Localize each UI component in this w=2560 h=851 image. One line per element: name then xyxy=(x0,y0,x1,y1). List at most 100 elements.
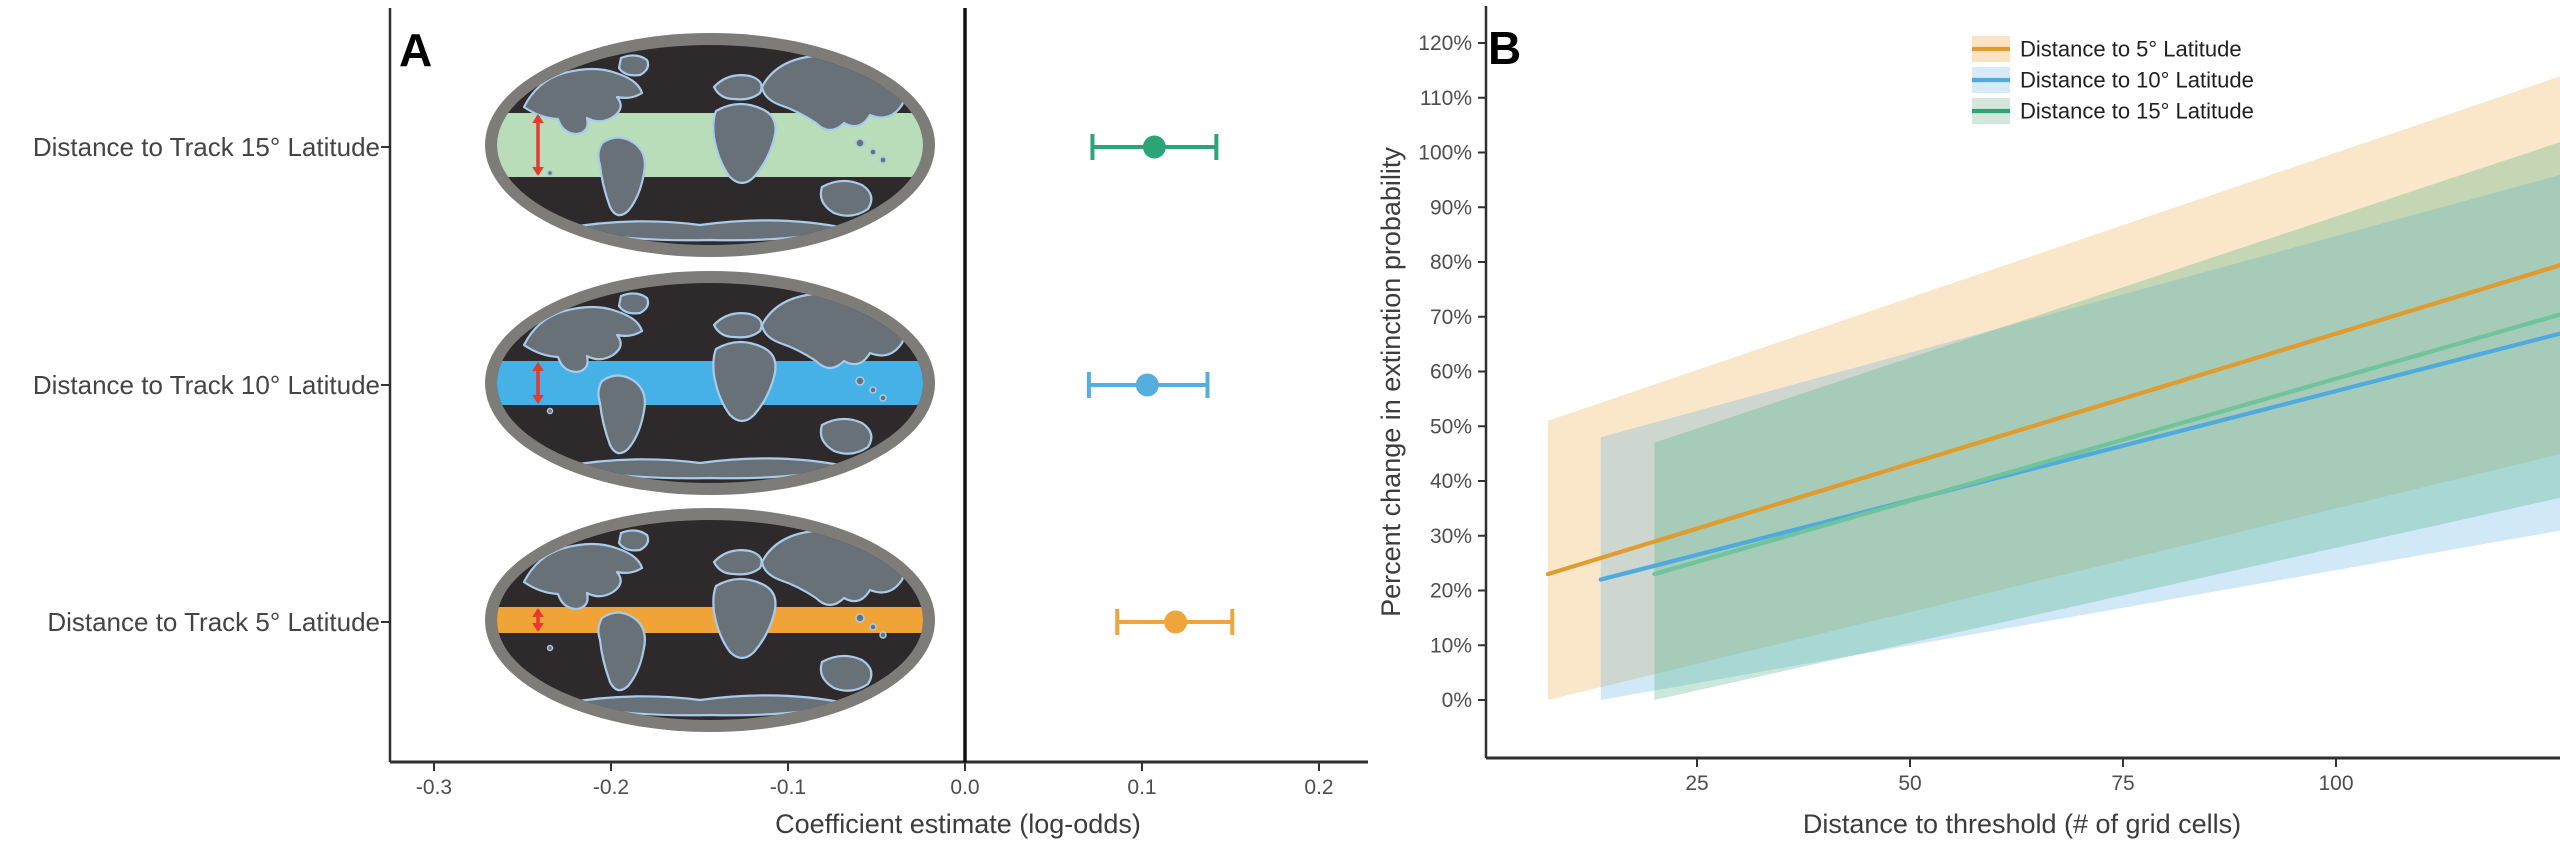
panel-a-label: A xyxy=(399,24,432,76)
error-bar xyxy=(1086,372,1210,398)
panel-b-label: B xyxy=(1488,22,1521,74)
y-tick-label: 30% xyxy=(1430,525,1472,548)
landmass-europe xyxy=(712,74,763,101)
y-tick-label: 100% xyxy=(1418,142,1472,165)
estimate-dot xyxy=(1142,135,1166,159)
island xyxy=(855,138,865,148)
legend-label: Distance to 5° Latitude xyxy=(2020,37,2242,62)
legend-item: Distance to 5° Latitude xyxy=(1972,36,2242,62)
confidence-ribbon xyxy=(1600,174,2560,700)
landmass-south-america xyxy=(597,374,646,455)
arrow-head-up xyxy=(532,114,544,123)
landmass-north-america xyxy=(522,305,644,374)
island xyxy=(879,631,887,639)
legend-item: Distance to 10° Latitude xyxy=(1972,67,2254,93)
landmass-europe xyxy=(712,312,763,339)
estimate-dot xyxy=(1164,610,1188,634)
landmass-south-america xyxy=(597,611,646,692)
latitude-band xyxy=(497,607,923,633)
world-map xyxy=(485,33,935,257)
legend-item: Distance to 15° Latitude xyxy=(1972,98,2254,124)
x-tick-label: -0.1 xyxy=(770,776,806,799)
island xyxy=(879,156,887,164)
panel-b-axes: 0% 10% 20% 30% 40% 50% 60% 70% 80% 90% 100% 110% 120… xyxy=(1418,6,2560,795)
y-tick-label: 50% xyxy=(1430,415,1472,438)
x-tick-label: -0.3 xyxy=(416,776,452,799)
y-tick-label: 90% xyxy=(1430,196,1472,219)
y-tick-label: 80% xyxy=(1430,251,1472,274)
island xyxy=(869,623,877,631)
x-tick-label: 50 xyxy=(1898,772,1921,795)
x-tick-label: 0.0 xyxy=(950,776,979,799)
panel-a-maps xyxy=(485,33,935,732)
island xyxy=(546,644,554,652)
y-tick-label: 120% xyxy=(1418,32,1472,55)
map-inner xyxy=(497,292,923,480)
x-tick-label: 75 xyxy=(2111,772,2134,795)
y-tick-label: 60% xyxy=(1430,361,1472,384)
landmass-north-america xyxy=(522,542,644,611)
arrow-head-down xyxy=(532,623,544,632)
island xyxy=(879,394,887,402)
island xyxy=(546,407,554,415)
panel-b-legend: Distance to 5° Latitude Distance to 10° L… xyxy=(1972,36,2254,124)
x-tick-label: 0.1 xyxy=(1127,776,1156,799)
arrow-head-down xyxy=(532,395,544,404)
y-tick-label: 10% xyxy=(1430,634,1472,657)
y-tick-label: 70% xyxy=(1430,306,1472,329)
landmass-north-america xyxy=(522,67,644,136)
x-tick-label: 100 xyxy=(2318,772,2353,795)
error-bar xyxy=(1090,134,1219,160)
y-tick-label: 40% xyxy=(1430,470,1472,493)
landmass-europe xyxy=(712,549,763,576)
landmass-australia xyxy=(819,179,873,217)
panel-b-x-axis-title: Distance to threshold (# of grid cells) xyxy=(1803,809,2241,839)
arrow-head-up xyxy=(532,608,544,617)
arrow-head-down xyxy=(532,167,544,176)
legend-label: Distance to 15° Latitude xyxy=(2020,99,2254,124)
landmass-greenland xyxy=(617,54,650,77)
panel-b-lines xyxy=(1545,263,2560,582)
island xyxy=(855,613,865,623)
x-tick-label: 0.2 xyxy=(1304,776,1333,799)
y-tick-label: 20% xyxy=(1430,580,1472,603)
arrow-head-up xyxy=(532,362,544,371)
confidence-ribbon xyxy=(1547,76,2560,700)
panel-a-x-axis-title: Coefficient estimate (log-odds) xyxy=(775,809,1141,839)
island xyxy=(546,169,554,177)
row-label: Distance to Track 5° Latitude xyxy=(47,607,380,637)
trend-line xyxy=(1598,331,2560,582)
island xyxy=(855,376,865,386)
island xyxy=(869,386,877,394)
landmass-australia xyxy=(819,654,873,692)
x-tick-label: 25 xyxy=(1685,772,1708,795)
x-tick-label: -0.2 xyxy=(593,776,629,799)
panel-b-ribbons xyxy=(1547,76,2560,700)
panel-a-pointranges xyxy=(1086,134,1235,635)
landmass-greenland xyxy=(617,529,650,552)
error-bar xyxy=(1115,609,1235,635)
panel-a-axes: -0.3 -0.2 -0.1 0.0 0.1 0.2 Distance to Track 1… xyxy=(33,8,1368,799)
landmass-greenland xyxy=(617,292,650,315)
y-tick-label: 0% xyxy=(1442,689,1472,712)
world-map xyxy=(485,271,935,495)
row-label: Distance to Track 15° Latitude xyxy=(33,132,380,162)
island xyxy=(869,148,877,156)
landmass-south-america xyxy=(597,136,646,217)
confidence-ribbon xyxy=(1654,142,2560,700)
world-map xyxy=(485,508,935,732)
legend-label: Distance to 10° Latitude xyxy=(2020,68,2254,93)
estimate-dot xyxy=(1135,373,1159,397)
panel-a-forest-plot: -0.3 -0.2 -0.1 0.0 0.1 0.2 Distance to Track 1… xyxy=(33,8,1368,839)
y-tick-label: 110% xyxy=(1420,87,1472,110)
map-inner xyxy=(497,529,923,717)
landmass-africa xyxy=(712,102,777,185)
landmass-australia xyxy=(819,417,873,455)
trend-line xyxy=(1652,312,2560,577)
landmass-africa xyxy=(712,577,777,660)
trend-line xyxy=(1545,263,2560,577)
row-label: Distance to Track 10° Latitude xyxy=(33,370,380,400)
panel-b-y-axis-title: Percent change in extinction probability xyxy=(1376,147,1406,617)
panel-b-line-chart: 0% 10% 20% 30% 40% 50% 60% 70% 80% 90% 100% 110% 120… xyxy=(1376,6,2560,839)
